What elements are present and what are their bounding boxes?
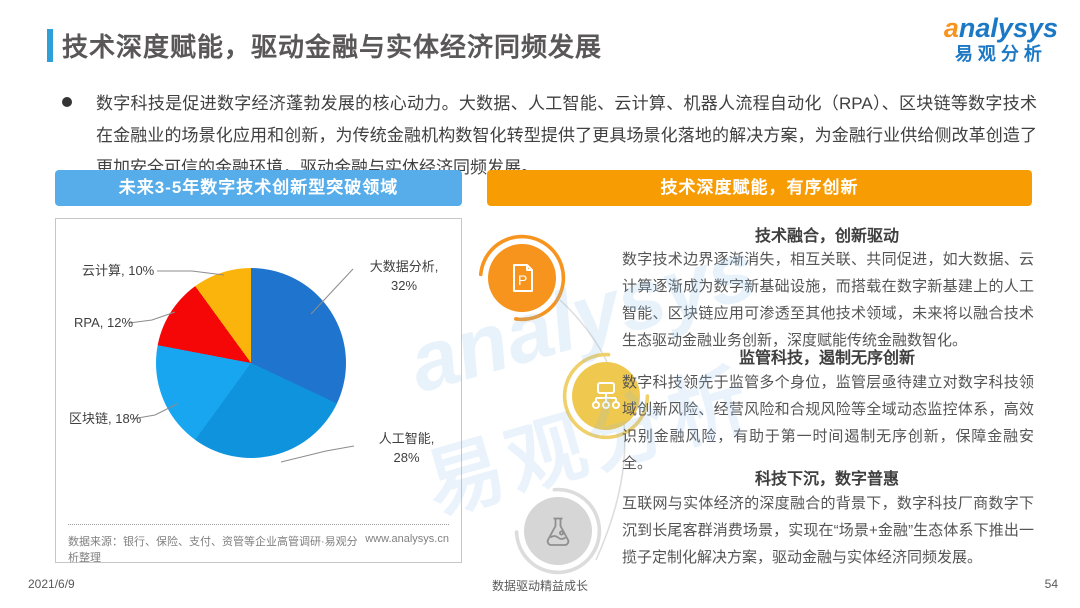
pie-label-ai: 人工智能, 28% [378, 431, 435, 465]
analysys-logo-rest: nalysys [958, 13, 1058, 43]
data-source-text: 数据来源：银行、保险、支付、资管等企业高管调研·易观分析整理 [68, 536, 358, 564]
document-p-icon: P [513, 264, 533, 292]
title-accent-bar [47, 29, 53, 62]
pie-chart [156, 268, 346, 458]
org-chart-icon [592, 382, 620, 409]
pie-chart-panel: 大数据分析, 32% 人工智能, 28% 区块链, 18% RPA, 12% 云… [55, 218, 462, 565]
feature-body-inclusion: 互联网与实体经济的深度融合的背景下，数字科技厂商数字下沉到长尾客群消费场景，实现… [622, 495, 1034, 566]
bullet-icon [62, 97, 72, 107]
feature-title-regtech: 监管科技，遏制无序创新 [738, 350, 915, 367]
svg-text:P: P [518, 272, 527, 288]
analysys-logo-wordmark: analysys [943, 13, 1058, 44]
feature-title-fusion: 技术融合，创新驱动 [754, 228, 899, 245]
page-title: 技术深度赋能，驱动金融与实体经济同频发展 [62, 32, 603, 62]
feature-body-regtech: 数字科技领先于监管多个身位，监管层亟待建立对数字科技领域创新风险、经营风险和合规… [622, 374, 1034, 472]
feature-body-fusion: 数字技术边界逐渐消失，相互关联、共同促进，如大数据、云计算逐渐成为数字新基础设施… [622, 251, 1034, 349]
feature-circle-fusion: P [488, 244, 556, 312]
feature-circle-inclusion [524, 497, 592, 565]
feature-title-inclusion: 科技下沉，数字普惠 [754, 471, 899, 488]
pie-label-blockchain: 区块链, 18% [69, 411, 142, 426]
source-row: 数据来源：银行、保险、支付、资管等企业高管调研·易观分析整理 www.analy… [68, 533, 449, 565]
pie-label-cloud: 云计算, 10% [82, 263, 155, 278]
pie-label-big-data: 大数据分析, 32% [369, 259, 439, 293]
website-link[interactable]: www.analysys.cn [365, 533, 449, 545]
analysys-logo-a-swirl-icon: a [943, 13, 959, 43]
source-divider [68, 524, 449, 525]
pie-label-rpa: RPA, 12% [74, 315, 134, 330]
analysys-logo-chinese: 易观分析 [954, 43, 1047, 64]
feature-circle-regtech [572, 362, 640, 430]
footer-date: 2021/6/9 [28, 577, 75, 591]
footer-page-number: 54 [1044, 577, 1058, 591]
analysys-logo: analysys 易观分析 [943, 13, 1058, 64]
left-panel-header: 未来3-5年数字技术创新型突破领域 [55, 170, 462, 206]
flask-icon [546, 517, 570, 546]
right-panel-header: 技术深度赋能，有序创新 [487, 170, 1032, 206]
footer-slogan: 数据驱动精益成长 [491, 579, 588, 593]
